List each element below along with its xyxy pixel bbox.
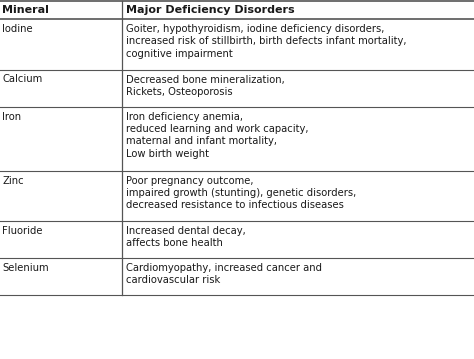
Text: Iron deficiency anemia,
reduced learning and work capacity,
maternal and infant : Iron deficiency anemia, reduced learning…: [126, 112, 308, 159]
Text: Cardiomyopathy, increased cancer and
cardiovascular risk: Cardiomyopathy, increased cancer and car…: [126, 263, 322, 285]
Text: Fluoride: Fluoride: [2, 226, 43, 236]
Text: Poor pregnancy outcome,
impaired growth (stunting), genetic disorders,
decreased: Poor pregnancy outcome, impaired growth …: [126, 176, 356, 210]
Text: Decreased bone mineralization,
Rickets, Osteoporosis: Decreased bone mineralization, Rickets, …: [126, 75, 284, 97]
Text: Mineral: Mineral: [2, 5, 49, 15]
Text: Iodine: Iodine: [2, 24, 33, 34]
Text: Iron: Iron: [2, 112, 21, 121]
Text: Calcium: Calcium: [2, 75, 43, 84]
Text: Increased dental decay,
affects bone health: Increased dental decay, affects bone hea…: [126, 226, 246, 248]
Text: Major Deficiency Disorders: Major Deficiency Disorders: [126, 5, 294, 15]
Text: Selenium: Selenium: [2, 263, 49, 273]
Text: Goiter, hypothyroidism, iodine deficiency disorders,
increased risk of stillbirt: Goiter, hypothyroidism, iodine deficienc…: [126, 24, 406, 59]
Text: Zinc: Zinc: [2, 176, 24, 186]
